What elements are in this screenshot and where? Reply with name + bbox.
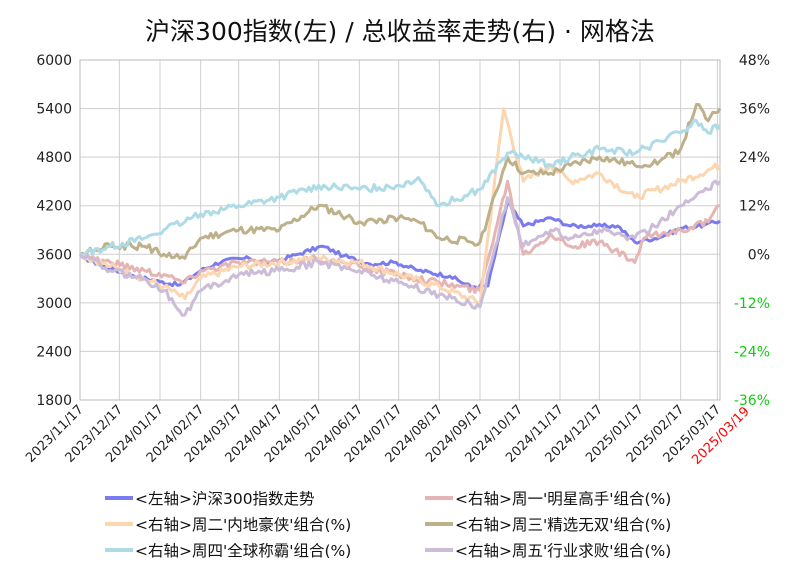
series-lines	[78, 103, 722, 317]
right-tick-label: 0%	[748, 247, 770, 263]
series-line	[79, 103, 722, 260]
left-tick-label: 1800	[36, 393, 72, 409]
right-tick-label: 48%	[739, 53, 770, 69]
x-axis-ticks: 2023/11/172023/12/172024/01/172024/02/17…	[23, 402, 753, 468]
right-tick-label: 24%	[739, 150, 770, 166]
left-tick-label: 3600	[36, 247, 72, 263]
right-tick-label: -24%	[734, 344, 770, 360]
right-tick-label: -36%	[734, 393, 770, 409]
series-line	[79, 179, 721, 294]
right-tick-label: 12%	[739, 199, 770, 215]
right-tick-label: -12%	[734, 296, 770, 312]
legend-label: <右轴>周一'明星高手'组合(%)	[455, 490, 671, 508]
left-tick-label: 6000	[36, 53, 72, 69]
legend-label: <左轴>沪深300指数走势	[135, 490, 315, 508]
legend-label: <右轴>周二'内地豪侠'组合(%)	[135, 515, 351, 534]
left-tick-label: 4800	[36, 150, 72, 166]
series-line	[78, 179, 722, 317]
right-axis-ticks: 48% 36% 24% 12% 0% -12% -24% -36%	[734, 53, 770, 409]
series-line	[79, 118, 722, 257]
right-tick-label: 36%	[739, 102, 770, 118]
left-tick-label: 5400	[36, 102, 72, 118]
series-line	[79, 107, 722, 305]
legend-label: <右轴>周五'行业求败'组合(%)	[455, 542, 671, 560]
chart-title: 沪深300指数(左) / 总收益率走势(右) · 网格法	[145, 17, 655, 46]
left-axis-ticks: 6000 5400 4800 4200 3600 3000 2400 1800	[36, 53, 72, 409]
left-tick-label: 2400	[36, 344, 72, 360]
left-tick-label: 3000	[36, 296, 72, 312]
legend: <左轴>沪深300指数走势 <右轴>周一'明星高手'组合(%) <右轴>周二'内地豪…	[105, 490, 671, 560]
plot-frame	[79, 59, 721, 401]
legend-label: <右轴>周四'全球称霸'组合(%)	[135, 542, 351, 560]
left-tick-label: 4200	[36, 199, 72, 215]
legend-label: <右轴>周三'精选无双'组合(%)	[455, 516, 671, 534]
